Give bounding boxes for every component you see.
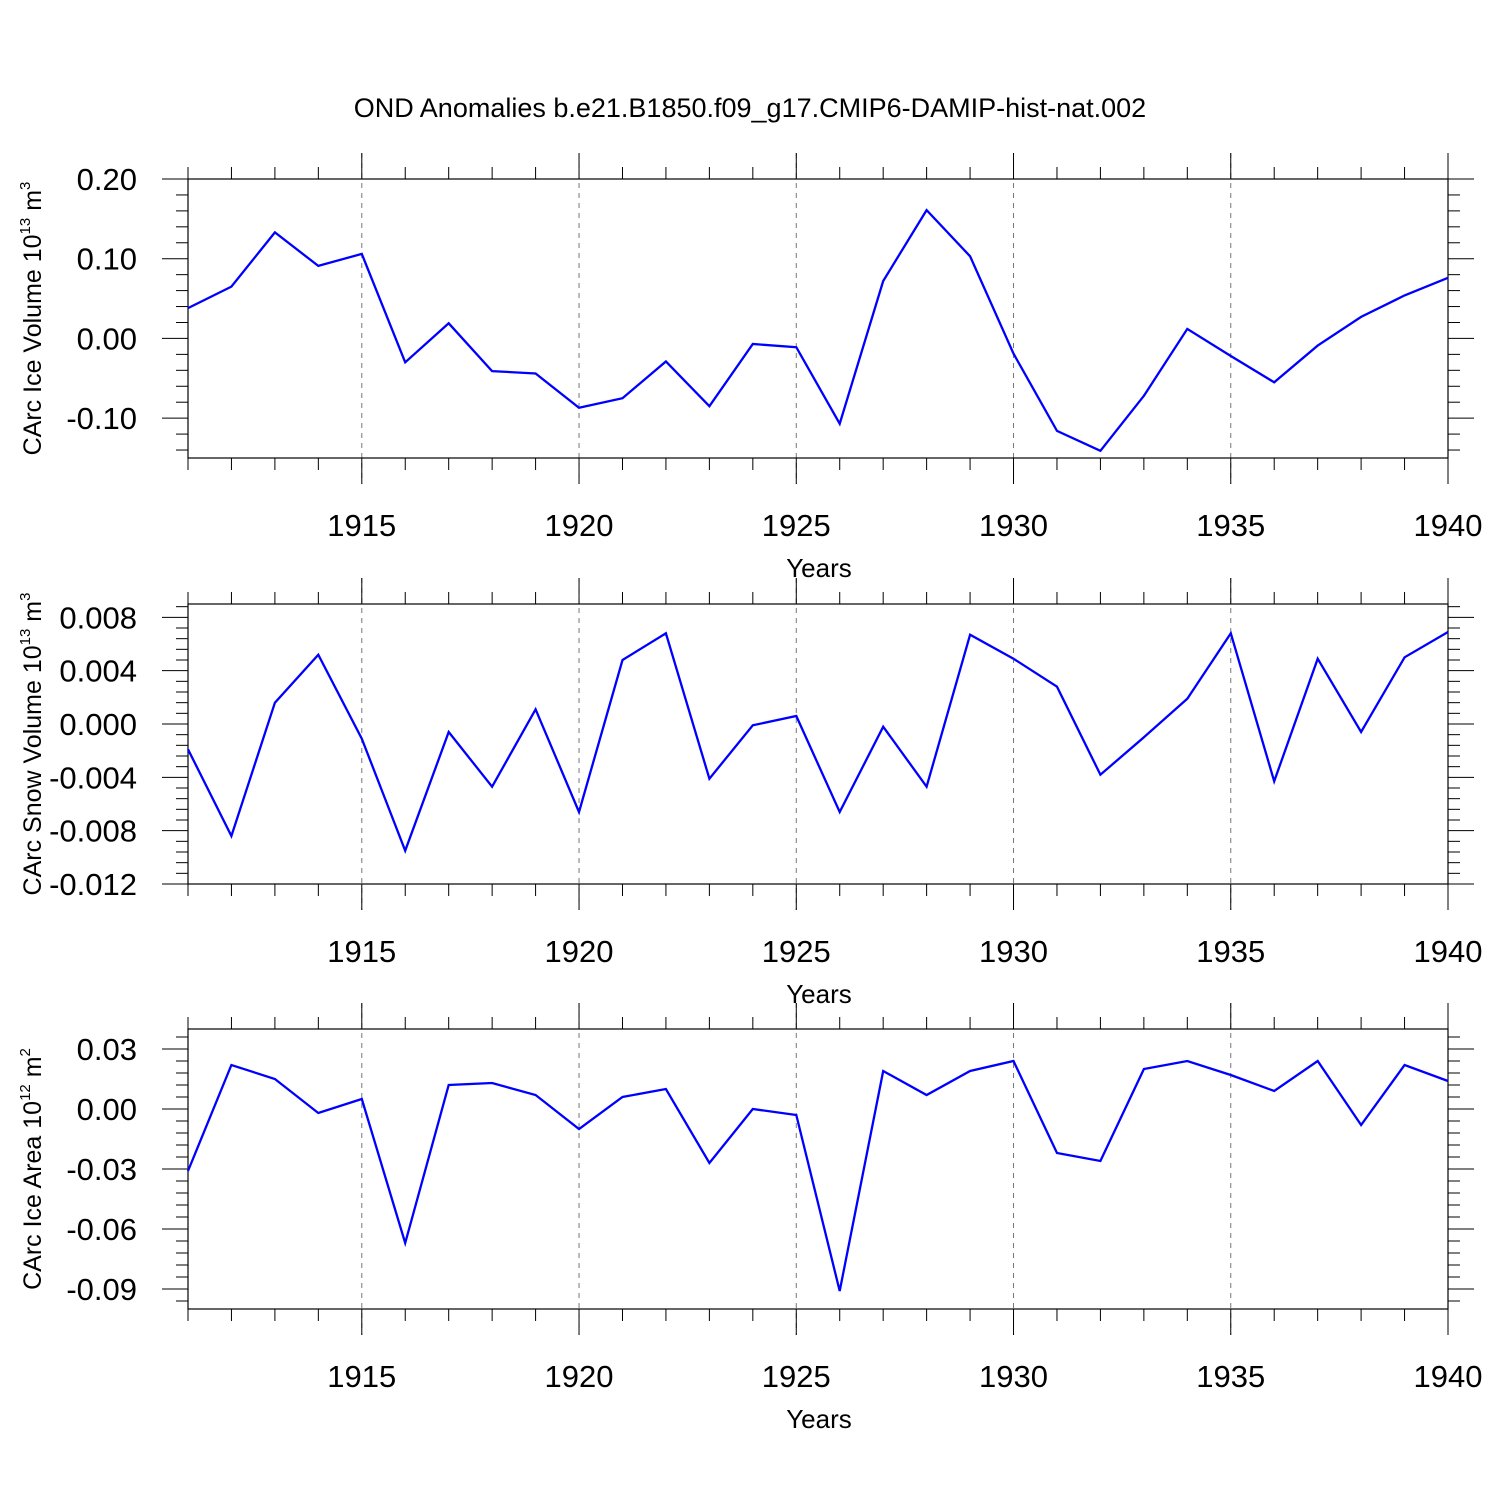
y-tick-label: -0.06	[66, 1212, 137, 1247]
x-tick-label: 1940	[1414, 934, 1483, 969]
y-tick-label: -0.012	[49, 867, 137, 902]
x-tick-label: 1935	[1196, 508, 1265, 543]
x-tick-label: 1920	[545, 934, 614, 969]
x-tick-label: 1915	[327, 934, 396, 969]
series-line	[186, 630, 1449, 854]
panel-1: -0.10 0.00 0.10 0.20 1915 1920 1925 1930 1935 194…	[17, 153, 1482, 583]
y-axis-label: CArc Ice Volume 1013 m3	[17, 182, 47, 456]
x-tick-label: 1925	[762, 934, 831, 969]
y-axis-label: CArc Snow Volume 1013 m3	[17, 593, 47, 896]
x-tick-label: 1940	[1414, 1359, 1483, 1394]
y-tick-label: -0.09	[66, 1272, 137, 1307]
panel-2: -0.012 -0.008 -0.004 0.000 0.004 0.008 1915 192…	[17, 578, 1482, 1009]
plot-frame	[187, 1028, 1449, 1310]
x-tick-label: 1920	[545, 1359, 614, 1394]
x-axis-label: Years	[786, 1404, 852, 1434]
x-tick-label: 1915	[327, 508, 396, 543]
x-tick-label: 1935	[1196, 934, 1265, 969]
y-tick-label: 0.10	[77, 242, 137, 277]
y-tick-label: 0.008	[59, 600, 137, 635]
x-tick-label: 1930	[979, 934, 1048, 969]
y-tick-label: -0.03	[66, 1152, 137, 1187]
y-tick-label: -0.008	[49, 814, 137, 849]
plot-frame	[187, 603, 1449, 885]
y-tick-label: 0.000	[59, 707, 137, 742]
x-tick-label: 1930	[979, 508, 1048, 543]
y-tick-label: 0.00	[77, 1092, 137, 1127]
series-line	[187, 208, 1449, 453]
x-axis-label: Years	[786, 553, 852, 583]
y-axis-label: CArc Ice Area 1012 m2	[17, 1048, 47, 1290]
x-tick-label: 1920	[545, 508, 614, 543]
y-tick-label: -0.10	[66, 401, 137, 436]
x-tick-label: 1940	[1414, 508, 1483, 543]
x-axis-label: Years	[786, 979, 852, 1009]
y-tick-label: 0.004	[59, 654, 137, 689]
y-tick-label: 0.03	[77, 1032, 137, 1067]
y-tick-label: 0.00	[77, 321, 137, 356]
series-line	[186, 1059, 1449, 1292]
x-tick-label: 1915	[327, 1359, 396, 1394]
chart-title: OND Anomalies b.e21.B1850.f09_g17.CMIP6-…	[354, 93, 1146, 123]
plot-frame	[187, 178, 1449, 459]
x-tick-label: 1925	[762, 1359, 831, 1394]
x-tick-label: 1930	[979, 1359, 1048, 1394]
panel-3: -0.09 -0.06 -0.03 0.00 0.03 1915 1920 1925 1930 1…	[17, 1003, 1482, 1434]
x-tick-label: 1935	[1196, 1359, 1265, 1394]
y-tick-label: 0.20	[77, 162, 137, 197]
y-tick-label: -0.004	[49, 760, 137, 795]
x-tick-label: 1925	[762, 508, 831, 543]
